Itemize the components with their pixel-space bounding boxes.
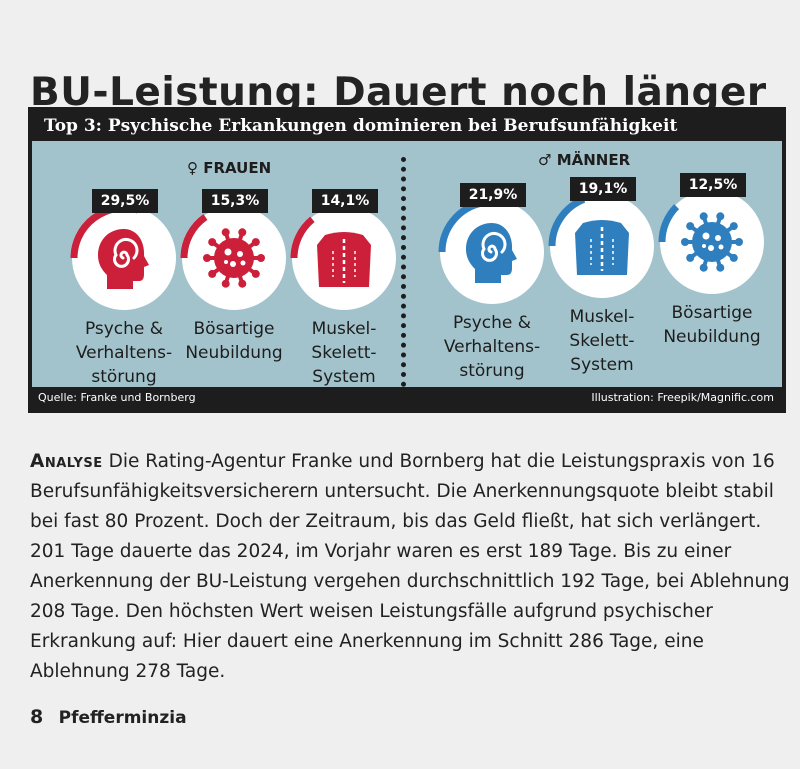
article-body: Die Rating-Agentur Franke und Bornberg h… bbox=[30, 450, 790, 682]
male-symbol-icon: ♂ bbox=[538, 151, 552, 169]
percent-badge: 15,3% bbox=[202, 189, 268, 213]
percentage-arc bbox=[548, 196, 586, 247]
women-group-label: ♀ FRAUEN bbox=[187, 159, 271, 177]
torso-spine-icon-graphic bbox=[548, 194, 654, 298]
percent-badge: 21,9% bbox=[460, 183, 526, 207]
item-label: Bösartige Neubildung bbox=[663, 303, 761, 347]
article-lead: Analyse bbox=[30, 450, 103, 472]
head-spiral-icon-graphic bbox=[70, 204, 176, 310]
item-label: Muskel- Skelett- System bbox=[311, 319, 377, 387]
cell-icon-graphic bbox=[180, 206, 286, 310]
source-note: Quelle: Franke und Bornberg bbox=[38, 391, 196, 404]
infographic-box: Top 3: Psychische Erkankungen dominieren… bbox=[28, 107, 786, 413]
men-label: MÄNNER bbox=[556, 151, 631, 169]
women-label: FRAUEN bbox=[203, 159, 272, 177]
cell-icon bbox=[177, 201, 291, 315]
head-spiral-icon-graphic bbox=[438, 199, 544, 304]
percent-badge: 19,1% bbox=[570, 177, 636, 201]
illustration-credit: Illustration: Freepik/Magnific.com bbox=[591, 391, 774, 404]
percent-badge: 14,1% bbox=[312, 189, 378, 213]
item-label: Bösartige Neubildung bbox=[185, 319, 283, 363]
gender-divider bbox=[401, 157, 406, 387]
percent-badge: 29,5% bbox=[92, 189, 158, 213]
head-spiral-icon bbox=[435, 195, 549, 309]
cell-icon bbox=[655, 185, 769, 299]
head-spiral-icon bbox=[67, 201, 181, 315]
percentage-arc bbox=[658, 204, 680, 243]
item-label: Psyche & Verhaltens- störung bbox=[75, 319, 173, 387]
torso-spine-icon bbox=[287, 201, 401, 315]
infographic-footer: Quelle: Franke und Bornberg Illustration… bbox=[32, 387, 782, 409]
percentage-arc bbox=[290, 216, 315, 259]
item-label: Muskel- Skelett- System bbox=[569, 307, 635, 375]
percent-badge: 12,5% bbox=[680, 173, 746, 197]
percentage-arc bbox=[180, 214, 208, 259]
cell-icon-graphic bbox=[658, 190, 764, 294]
infographic-header: Top 3: Psychische Erkankungen dominieren… bbox=[32, 111, 782, 141]
female-symbol-icon: ♀ bbox=[187, 159, 198, 177]
article-text: Analyse Die Rating-Agentur Franke und Bo… bbox=[30, 447, 792, 687]
torso-spine-icon bbox=[545, 189, 659, 303]
page-number: 8 bbox=[30, 706, 44, 728]
page-footer: 8 Pfefferminzia bbox=[30, 706, 187, 728]
magazine-name: Pfefferminzia bbox=[58, 708, 187, 728]
item-label: Psyche & Verhaltens- störung bbox=[443, 313, 541, 381]
men-group-label: ♂ MÄNNER bbox=[538, 151, 630, 169]
torso-spine-icon-graphic bbox=[290, 206, 396, 310]
